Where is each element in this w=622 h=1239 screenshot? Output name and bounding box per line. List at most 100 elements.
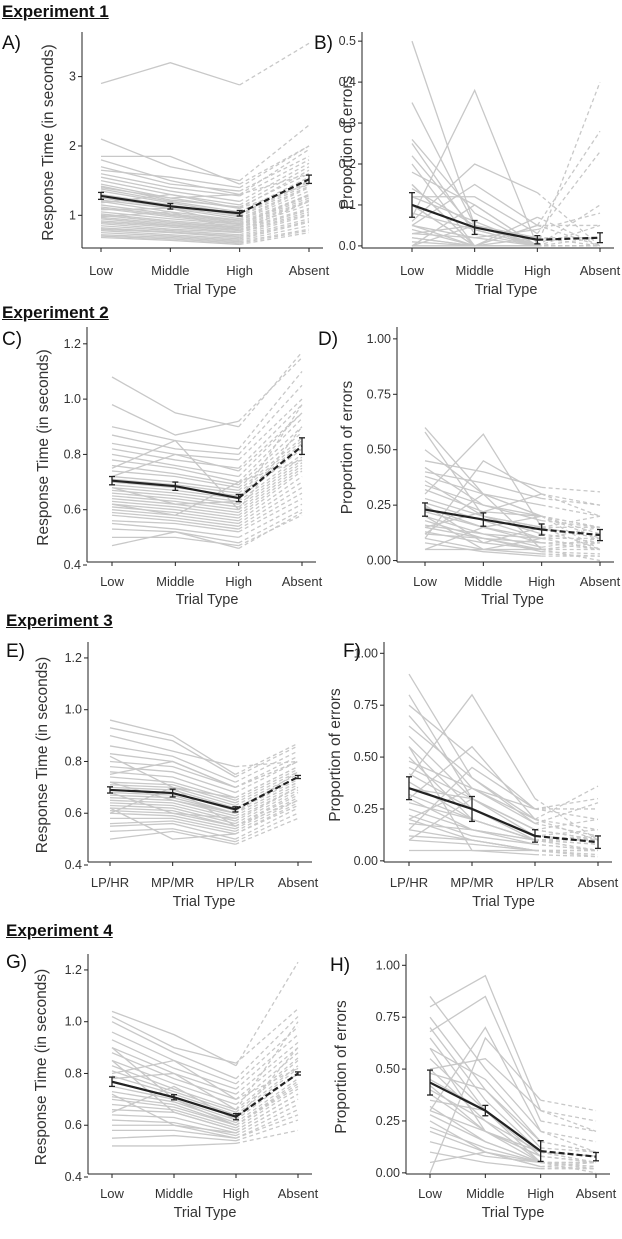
x-tick-label: Absent — [289, 263, 330, 278]
participant-line-absent — [235, 804, 299, 835]
participant-line — [109, 812, 236, 830]
participant-line-absent — [235, 742, 299, 775]
y-tick-label: 1.00 — [367, 332, 391, 346]
participant-line — [111, 426, 239, 450]
participant-line — [111, 1098, 237, 1126]
y-tick-label: 1.2 — [64, 337, 81, 351]
participant-line-absent — [534, 808, 599, 820]
participant-line-absent — [238, 384, 303, 455]
participant-line — [100, 232, 240, 241]
participant-line-absent — [238, 453, 303, 502]
participant-line — [429, 1126, 541, 1164]
participant-line-absent — [534, 839, 599, 852]
participant-line-absent — [235, 1072, 299, 1121]
participant-line-absent — [534, 829, 599, 841]
y-tick-label: 1.00 — [354, 646, 378, 660]
y-tick-label: 0.8 — [65, 754, 82, 768]
participant-line-absent — [238, 412, 303, 472]
x-axis-label: Trial Type — [173, 894, 236, 910]
participant-line — [109, 771, 236, 799]
x-axis-label: Trial Type — [174, 282, 237, 298]
participant-line-absent — [235, 768, 299, 801]
y-tick-label: 0.0 — [339, 239, 356, 253]
participant-line-absent — [235, 802, 299, 835]
y-tick-label: 0.6 — [65, 1118, 82, 1132]
participant-line-absent — [239, 173, 310, 208]
participant-line — [111, 506, 239, 522]
y-tick-label: 0.4 — [64, 558, 81, 572]
mean-line-absent — [234, 776, 299, 811]
participant-line-absent — [239, 176, 310, 213]
participant-line-absent — [235, 760, 299, 768]
participant-line-absent — [235, 784, 299, 817]
x-tick-label: Absent — [278, 1186, 319, 1201]
participant-line — [111, 1015, 237, 1064]
participant-line-absent — [239, 166, 310, 206]
participant-line-absent — [536, 151, 601, 235]
participant-line-absent — [235, 1088, 299, 1129]
participant-line — [109, 807, 236, 827]
participant-line-absent — [540, 1099, 597, 1112]
participant-line — [100, 228, 240, 239]
participant-line-absent — [238, 357, 303, 422]
participant-line-absent — [541, 493, 601, 506]
participant-line-absent — [235, 755, 299, 788]
participant-line — [111, 1096, 237, 1126]
participant-line-absent — [541, 537, 601, 548]
panel-label-f: F) — [343, 641, 361, 662]
y-tick-label: 0.00 — [376, 1166, 400, 1180]
participant-line — [111, 1052, 237, 1100]
participant-line-absent — [235, 812, 299, 843]
participant-line-absent — [238, 492, 303, 530]
participant-line-absent — [235, 1114, 299, 1139]
participant-line — [100, 173, 240, 197]
participant-line-absent — [541, 493, 601, 517]
participant-line-absent — [239, 185, 310, 220]
participant-line — [100, 216, 240, 229]
x-tick-label: MP/MR — [151, 875, 194, 890]
participant-line — [100, 229, 240, 240]
x-tick-label: HP/LR — [216, 875, 254, 890]
panel-label-c: C) — [2, 329, 23, 350]
x-axis-label: Trial Type — [472, 894, 535, 910]
x-tick-label: Low — [400, 263, 424, 278]
participant-line-absent — [235, 791, 299, 827]
participant-line-absent — [235, 745, 299, 778]
participant-line-absent — [238, 509, 303, 544]
chart-e: 0.4 0.6 0.8 1.0 1.2 LP/HR MP/MR HP/LR Absent Tria… — [34, 642, 319, 910]
x-tick-label: High — [524, 263, 551, 278]
participant-line-absent — [239, 124, 310, 182]
x-tick-label: MP/MR — [450, 875, 493, 890]
panel-label-g: G) — [6, 952, 28, 973]
participant-line-absent — [239, 197, 310, 225]
participant-line-absent — [537, 224, 601, 247]
mean-line-absent — [237, 445, 303, 499]
mean-line-absent — [537, 236, 601, 241]
x-tick-label: High — [528, 574, 555, 589]
participant-line-absent — [238, 440, 303, 494]
participant-line — [100, 138, 240, 182]
participant-line — [111, 1060, 237, 1132]
participant-line-absent — [239, 214, 310, 236]
participant-line-absent — [540, 1155, 597, 1164]
participant-line-absent — [239, 200, 310, 228]
y-tick-label: 0.5 — [339, 34, 356, 48]
participant-line-absent — [235, 817, 299, 845]
participant-line-absent — [239, 199, 310, 227]
participant-line-absent — [235, 1129, 299, 1144]
participant-line-absent — [540, 1130, 597, 1143]
participant-line-absent — [235, 799, 299, 827]
participant-line-absent — [235, 1016, 299, 1080]
participant-line-absent — [239, 42, 310, 86]
participant-line — [100, 234, 240, 243]
participant-line-absent — [238, 470, 303, 519]
participant-line-absent — [540, 1165, 597, 1170]
participant-line-absent — [238, 412, 303, 477]
participant-line — [111, 503, 239, 519]
participant-line-absent — [235, 1067, 299, 1118]
participant-line-absent — [238, 351, 303, 428]
participant-line — [109, 822, 236, 840]
participant-line-absent — [239, 186, 310, 221]
participant-line-absent — [534, 818, 599, 831]
participant-line — [111, 1021, 237, 1080]
